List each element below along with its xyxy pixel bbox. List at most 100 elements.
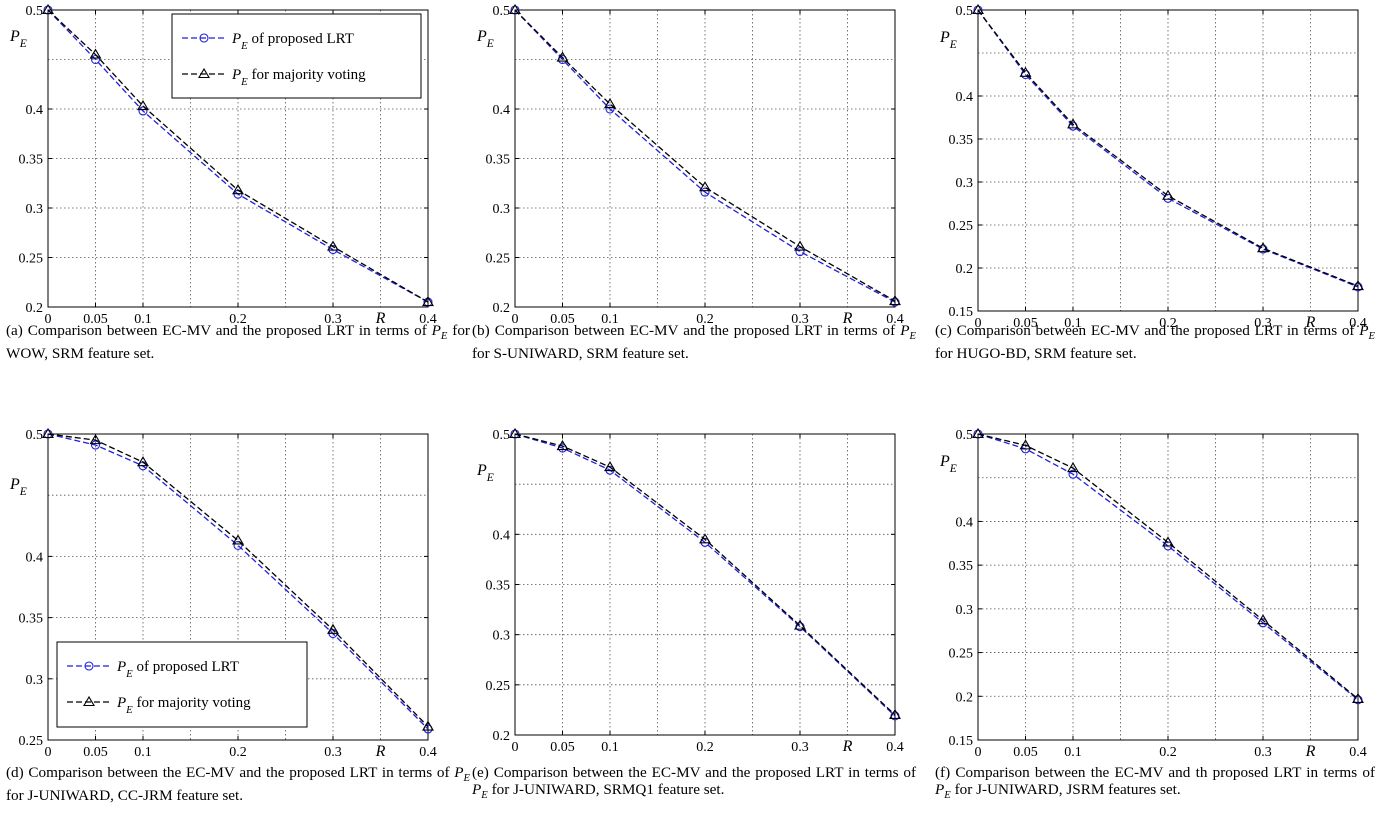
y-tick-label: 0.3 (26, 673, 44, 688)
math-pe: PE (900, 322, 916, 343)
x-tick-label: 0.2 (696, 312, 714, 327)
data-point-lrt (233, 540, 243, 550)
data-point-majority (794, 240, 806, 251)
y-axis-label: PE (939, 453, 957, 475)
data-point-majority (89, 434, 102, 445)
data-point-majority (137, 99, 149, 111)
chart-panel-b: 0 0.05 0.1 0.2 0.3 0.4 0.2 0.25 0.3 0.35 0.4 0.5 PE R (476, 3, 904, 327)
y-tick-label: 0.2 (493, 301, 511, 316)
y-axis-label: PE (9, 28, 27, 50)
x-tick-label: 0.2 (229, 745, 247, 760)
y-tick-label: 0.3 (26, 202, 44, 217)
y-tick-label: 0.25 (486, 679, 511, 694)
data-point-majority (232, 184, 244, 195)
caption-b: (b) Comparison between EC-MV and the pro… (472, 322, 916, 363)
legend: PE of proposed LRT PE for majority voting (56, 641, 308, 728)
y-tick-label: 0.4 (956, 515, 974, 530)
x-axis-label: R (375, 310, 386, 327)
y-tick-label: 0.3 (956, 603, 974, 618)
x-tick-label: 0 (512, 312, 519, 327)
data-point-majority (1352, 279, 1364, 291)
y-axis-label: PE (939, 29, 957, 51)
data-point-lrt (90, 440, 101, 450)
data-point-majority (1352, 692, 1364, 703)
x-tick-label: 0.3 (1254, 316, 1272, 331)
legend-marker-circle (84, 661, 94, 671)
data-point-majority (1162, 189, 1174, 200)
x-axis-label: R (1305, 743, 1316, 760)
y-tick-label: 0.35 (486, 579, 511, 594)
x-tick-label: 0.05 (83, 312, 108, 327)
y-tick-label: 0.4 (26, 103, 44, 118)
y-tick-label: 0.4 (493, 103, 511, 118)
x-tick-label: 0 (45, 312, 52, 327)
data-point-majority (1019, 439, 1032, 450)
y-tick-label: 0.5 (956, 4, 974, 19)
math-pe: PE (431, 322, 448, 343)
series-line-majority (977, 433, 1359, 700)
data-point-majority (137, 456, 149, 467)
y-axis-label: PE (476, 28, 494, 50)
x-tick-label: 0.3 (1254, 745, 1272, 760)
y-tick-label: 0.2 (956, 262, 974, 277)
data-point-majority (889, 708, 901, 719)
x-tick-label: 0.1 (1064, 316, 1082, 331)
x-tick-label: 0.1 (134, 745, 152, 760)
data-point-majority (972, 427, 984, 439)
math-pe: PE (472, 781, 488, 802)
data-point-majority (972, 3, 984, 15)
data-point-majority (422, 295, 434, 307)
x-tick-label: 0.4 (419, 312, 437, 327)
data-point-majority (422, 720, 434, 731)
y-tick-label: 0.35 (949, 559, 974, 574)
x-tick-label: 0.2 (1159, 316, 1177, 331)
data-point-lrt (795, 247, 805, 257)
y-tick-label: 0.2 (26, 301, 44, 316)
caption-f: (f) Comparison between the EC-MV and th … (935, 764, 1375, 802)
y-tick-label: 0.25 (19, 734, 44, 749)
caption-e: (e) Comparison between the EC-MV and the… (472, 764, 916, 802)
y-tick-label: 0.25 (486, 252, 511, 267)
data-point-majority (327, 240, 339, 251)
legend-marker-circle (199, 33, 209, 43)
x-tick-label: 0.1 (134, 312, 152, 327)
legend-label: PE for majority voting (231, 67, 366, 88)
chart-panel-a: 0 0.05 0.1 0.2 0.3 0.4 0.2 0.25 0.3 0.35 0.4 0.5 PE R… (9, 3, 437, 327)
x-tick-label: 0.2 (1159, 745, 1177, 760)
legend-label: PE of proposed LRT (231, 31, 354, 52)
y-tick-label: 0.5 (26, 428, 44, 443)
x-tick-label: 0 (975, 745, 982, 760)
series-line-lrt (977, 433, 1359, 701)
chart-panel-e: 0 0.05 0.1 0.2 0.3 0.4 0.2 0.25 0.3 0.35 0.4 0.5 PE R (476, 427, 904, 755)
legend-marker-triangle (83, 695, 95, 707)
math-pe: PE (1359, 322, 1375, 343)
data-point-majority (604, 97, 616, 109)
y-tick-label: 0.25 (19, 252, 44, 267)
y-axis-label: PE (9, 476, 27, 498)
data-point-lrt (1068, 469, 1078, 479)
data-point-majority (604, 461, 616, 472)
chart-panel-f: 0 0.05 0.1 0.2 0.3 0.4 0.15 0.2 0.25 0.3 0.35 0.4 0.… (939, 427, 1367, 760)
data-point-majority (1067, 118, 1079, 129)
series-line-majority (47, 433, 429, 727)
x-tick-label: 0.3 (791, 312, 809, 327)
x-tick-label: 0.4 (1349, 316, 1367, 331)
y-tick-label: 0.5 (493, 4, 511, 19)
data-point-majority (556, 439, 569, 451)
data-point-majority (1067, 462, 1079, 473)
data-point-majority (699, 181, 711, 192)
data-point-majority (1257, 242, 1269, 253)
series-line-majority (977, 9, 1359, 287)
caption-a: (a) Comparison between EC-MV and the pro… (6, 322, 470, 363)
series-line-majority (514, 9, 896, 302)
data-point-majority (1257, 614, 1269, 625)
x-tick-label: 0.4 (419, 745, 437, 760)
data-point-majority (1019, 66, 1032, 77)
x-tick-label: 0.4 (886, 740, 904, 755)
data-point-majority (699, 533, 711, 544)
data-point-majority (556, 51, 569, 62)
math-pe: PE (935, 781, 951, 802)
x-tick-label: 0 (512, 740, 519, 755)
x-tick-label: 0.3 (324, 312, 342, 327)
